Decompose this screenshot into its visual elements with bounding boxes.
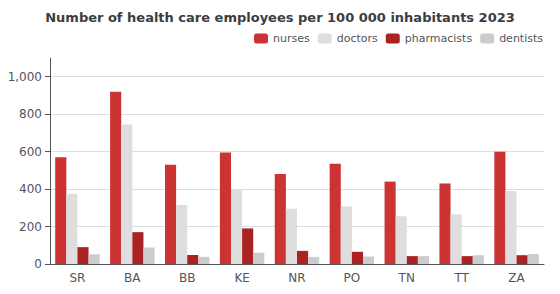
svg-text:BB: BB bbox=[179, 271, 195, 285]
svg-text:TN: TN bbox=[398, 271, 415, 285]
svg-text:BA: BA bbox=[124, 271, 141, 285]
svg-text:PO: PO bbox=[344, 271, 361, 285]
svg-text:0: 0 bbox=[34, 257, 42, 271]
svg-text:SR: SR bbox=[69, 271, 85, 285]
svg-text:TT: TT bbox=[453, 271, 469, 285]
svg-text:Number of health care employee: Number of health care employees per 100 … bbox=[45, 10, 515, 25]
svg-text:1,000: 1,000 bbox=[8, 70, 42, 84]
svg-text:pharmacists: pharmacists bbox=[405, 32, 473, 45]
svg-text:dentists: dentists bbox=[499, 32, 543, 45]
svg-text:KE: KE bbox=[234, 271, 249, 285]
svg-text:400: 400 bbox=[19, 182, 42, 196]
svg-text:NR: NR bbox=[288, 271, 305, 285]
svg-text:nurses: nurses bbox=[273, 32, 310, 45]
svg-text:200: 200 bbox=[19, 220, 42, 234]
svg-text:800: 800 bbox=[19, 107, 42, 121]
svg-text:600: 600 bbox=[19, 145, 42, 159]
svg-text:ZA: ZA bbox=[508, 271, 525, 285]
svg-text:doctors: doctors bbox=[337, 32, 378, 45]
